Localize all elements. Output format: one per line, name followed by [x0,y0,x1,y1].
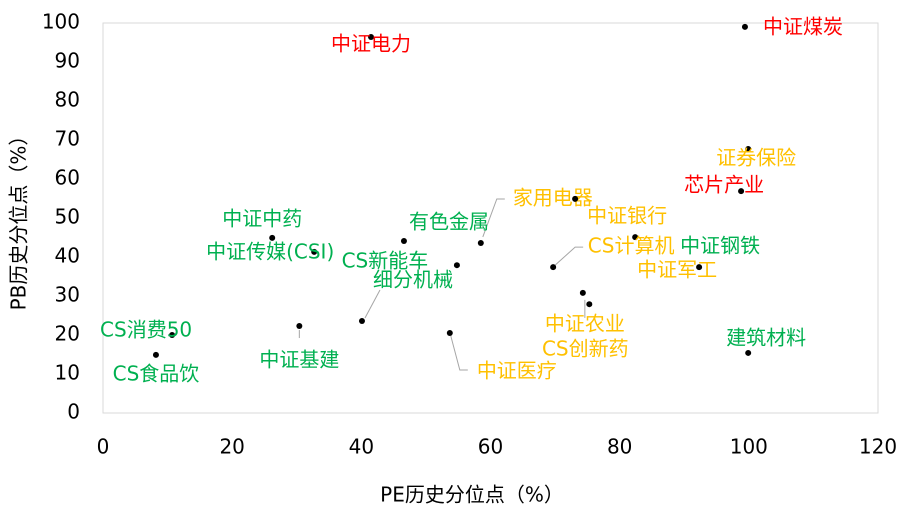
point [632,234,639,241]
y-tick-label: 40 [55,244,80,268]
x-tick-label: 60 [478,435,503,459]
x-tick-label: 100 [730,435,768,459]
point [400,238,407,245]
point [453,262,460,269]
x-tick-label: 120 [859,435,897,459]
point-label: 细分机械 [373,267,453,291]
point-label: 中证基建 [259,348,339,372]
y-tick-label: 50 [55,205,80,229]
point-label: CS新能车 [342,249,429,273]
x-axis-label: PE历史分位点（%） [380,483,564,507]
point [696,264,703,271]
y-tick-label: 90 [55,49,80,73]
point [741,23,748,30]
y-tick-label: 30 [55,283,80,307]
point-label: 证券保险 [716,145,796,169]
point-label: 中证电力 [331,32,411,56]
point [269,234,276,241]
point-label: 家用电器 [513,185,593,209]
x-tick-label: 40 [349,435,374,459]
point [572,195,579,202]
point [586,301,593,308]
point [446,330,453,337]
leader-line [482,198,505,238]
point [745,145,752,152]
y-tick-label: 20 [55,322,80,346]
point-label: 芯片产业 [684,173,764,197]
point [169,332,176,338]
plot-area [102,22,879,414]
point-label: 中证传媒(CSI) [206,239,334,263]
y-tick-label: 60 [55,166,80,190]
point-label: 中证银行 [587,203,667,227]
point [311,248,318,255]
point [738,188,745,195]
x-tick-label: 20 [219,435,244,459]
point-label: 中证医疗 [477,359,557,383]
y-tick-label: 80 [55,88,80,112]
point-label: 中证农业 [545,311,625,335]
y-tick-label: 0 [67,400,80,424]
point-label: CS创新药 [542,337,629,361]
point [477,239,484,246]
point [152,351,159,358]
point-label: 中证中药 [222,206,302,230]
point [296,323,303,330]
point-label: 中证煤炭 [763,14,843,38]
point [368,34,375,41]
x-tick-label: 0 [97,435,110,459]
point-label: 中证钢铁 [680,234,760,258]
point-label: 中证军工 [637,258,717,282]
leader-line [364,289,381,319]
point [550,264,557,271]
y-tick-label: 10 [55,361,80,385]
point-label: CS计算机 [588,234,675,258]
point-label: CS消费50 [100,318,192,342]
point [745,349,752,356]
point-label: 有色金属 [409,210,489,234]
x-tick-label: 80 [607,435,632,459]
leader-line [450,335,468,371]
point-label: 建筑材料 [726,325,806,349]
y-tick-label: 100 [42,10,80,34]
y-tick-label: 70 [55,127,80,151]
point [358,317,365,324]
point-label: CS食品饮 [113,361,200,385]
point [579,289,586,296]
leader-line [554,246,584,266]
y-axis-label: PB历史分位点（%） [7,126,31,311]
